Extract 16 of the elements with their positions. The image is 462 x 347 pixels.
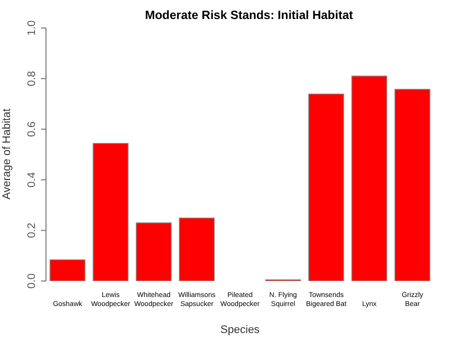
y-tick-label: 0.6: [26, 122, 38, 137]
chart-title: Moderate Risk Stands: Initial Habitat: [144, 8, 354, 22]
bar: [92, 142, 129, 281]
y-tick-label: 0.8: [26, 70, 38, 86]
y-axis-title: Average of Habitat: [0, 108, 13, 200]
bar: [50, 259, 86, 281]
bar: [136, 222, 172, 281]
bar: [351, 76, 388, 281]
bar: [178, 218, 215, 281]
bar: [308, 94, 344, 281]
bar: [394, 88, 430, 281]
y-tick-label: 1.0: [26, 20, 38, 36]
y-tick-label: 0.4: [26, 172, 38, 188]
y-tick-label: 0.2: [26, 222, 38, 238]
y-tick-label: 0.0: [26, 273, 38, 289]
x-axis-title: Species: [220, 324, 260, 336]
